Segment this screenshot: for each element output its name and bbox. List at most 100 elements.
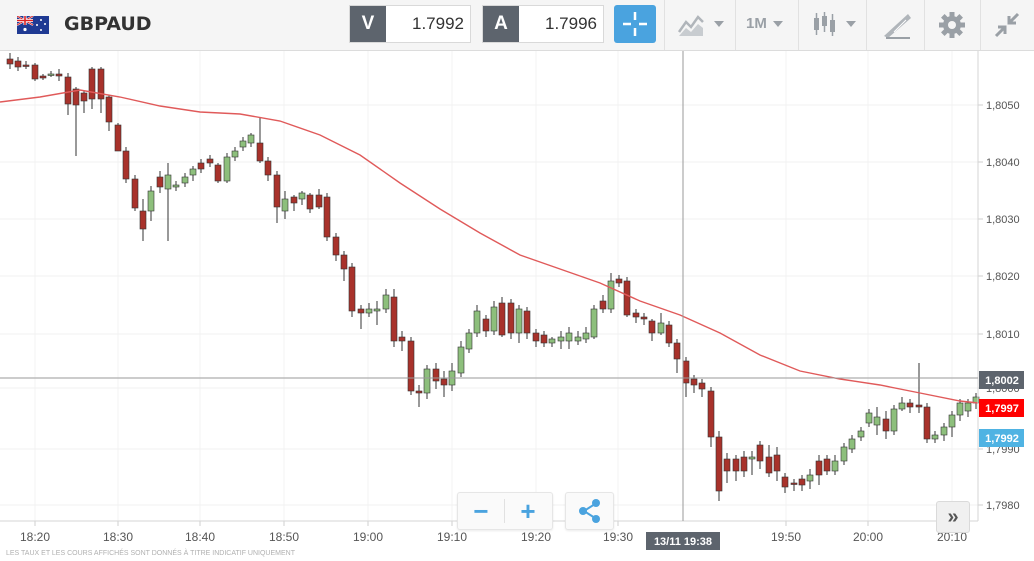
- buy-price-button[interactable]: A 1.7996: [482, 5, 604, 43]
- candle-bearish: [357, 308, 365, 314]
- candle-bullish: [865, 412, 873, 424]
- candle-bullish: [831, 460, 839, 472]
- candle-bearish: [139, 210, 147, 230]
- crosshair-price-tag: 1,8002: [985, 375, 1019, 387]
- sell-price-button[interactable]: V 1.7992: [349, 5, 471, 43]
- grid-lines: [0, 51, 978, 521]
- price-chart[interactable]: 1,80501,80401,80301,80201,80101,80001,79…: [0, 51, 1034, 556]
- candle-bullish: [848, 438, 856, 450]
- flag-uk-au-icon: [17, 16, 49, 34]
- candle-bearish: [482, 318, 490, 332]
- candle-bearish: [756, 444, 764, 462]
- candle-bearish: [532, 332, 540, 342]
- candle-bearish: [31, 64, 39, 80]
- crosshair-button[interactable]: [614, 5, 656, 43]
- candle-bearish: [765, 456, 773, 474]
- crosshair-icon: [623, 12, 647, 36]
- zoom-out-button[interactable]: −: [473, 495, 489, 526]
- chart-canvas[interactable]: 1,80501,80401,80301,80201,80101,80001,79…: [0, 51, 1034, 556]
- drawing-tools-icon: [884, 14, 911, 39]
- candle-bearish: [882, 418, 890, 432]
- candle-bullish: [873, 416, 881, 426]
- price-tags: 1,8002 1,7997 1,7992: [979, 371, 1024, 447]
- toolbar-divider: [664, 0, 665, 50]
- candle-bullish: [298, 192, 306, 200]
- candle-bullish: [223, 156, 231, 182]
- candle-bearish: [332, 236, 340, 256]
- buy-price: 1.7996: [545, 14, 597, 33]
- candle-bearish: [206, 158, 214, 164]
- settings-button[interactable]: [934, 8, 970, 42]
- candle-bearish: [707, 390, 715, 438]
- candle-bullish: [557, 336, 565, 342]
- candle-bearish: [6, 58, 14, 65]
- candle-bearish: [798, 478, 806, 486]
- candle-bearish: [156, 176, 164, 188]
- candle-bearish: [256, 142, 264, 162]
- candle-bullish: [948, 414, 956, 428]
- candle-bullish: [806, 474, 814, 482]
- x-axis-label: 18:40: [185, 530, 215, 544]
- candle-bearish: [273, 174, 281, 208]
- candle-bullish: [473, 310, 481, 334]
- scroll-to-latest-button[interactable]: »: [936, 501, 970, 533]
- candle-bullish: [964, 402, 972, 412]
- candle-bearish: [306, 194, 314, 210]
- x-axis-label: 18:30: [103, 530, 133, 544]
- candle-bearish: [80, 92, 88, 102]
- candle-bearish: [615, 278, 623, 284]
- candle-bearish: [290, 196, 298, 204]
- candle-bearish: [640, 316, 648, 320]
- candle-bullish: [457, 346, 465, 374]
- candle-bullish: [247, 134, 255, 144]
- candle-bearish: [340, 254, 348, 270]
- candle-bearish: [915, 404, 923, 408]
- candle-bearish: [698, 382, 706, 390]
- axes: 1,80501,80401,80301,80201,80101,80001,79…: [0, 51, 1020, 544]
- ask-price-tag: 1,7992: [985, 433, 1019, 445]
- candle-bearish: [197, 162, 205, 170]
- zoom-controls: − +: [457, 492, 553, 530]
- candle-bearish: [88, 68, 96, 100]
- candle-bearish: [906, 402, 914, 408]
- toolbar-divider: [866, 0, 867, 50]
- share-icon: [579, 499, 600, 523]
- moving-average-line: [0, 89, 979, 404]
- collapse-button[interactable]: [990, 8, 1024, 42]
- y-axis-label: 1,8010: [986, 329, 1020, 341]
- candle-bearish: [673, 342, 681, 360]
- candle-bearish: [440, 378, 448, 386]
- candle-bearish: [131, 178, 139, 209]
- candlesticks: [6, 53, 980, 501]
- candle-bullish: [239, 140, 247, 148]
- candle-bearish: [715, 436, 723, 492]
- candle-bullish: [47, 73, 55, 76]
- candle-bearish: [507, 302, 515, 334]
- candle-bearish: [72, 88, 80, 106]
- candle-bullish: [574, 336, 582, 342]
- zoom-in-button[interactable]: +: [520, 495, 536, 526]
- candle-bearish: [407, 340, 415, 392]
- candle-bearish: [682, 360, 690, 384]
- chart-type-button[interactable]: [676, 8, 728, 42]
- timeframe-button[interactable]: 1M: [743, 8, 795, 42]
- y-axis-label: 1,7980: [986, 500, 1020, 512]
- candle-bearish: [690, 378, 698, 386]
- candle-bullish: [382, 294, 390, 310]
- candle-bearish: [540, 334, 548, 344]
- gear-icon: [939, 12, 965, 38]
- candle-bearish: [415, 390, 423, 394]
- toolbar-divider: [798, 0, 799, 50]
- share-button[interactable]: [565, 492, 614, 530]
- candle-bullish: [423, 368, 431, 394]
- candle-bearish: [623, 280, 631, 316]
- drawing-tools-button[interactable]: [880, 8, 916, 42]
- candle-bullish: [181, 176, 189, 184]
- x-axis-label: 20:00: [853, 530, 883, 544]
- x-axis-label: 19:20: [521, 530, 551, 544]
- candle-bearish: [214, 164, 222, 182]
- candle-bearish: [14, 60, 22, 68]
- candle-bullish: [748, 456, 756, 460]
- candle-bearish: [315, 194, 323, 208]
- candlestick-button[interactable]: [810, 8, 862, 42]
